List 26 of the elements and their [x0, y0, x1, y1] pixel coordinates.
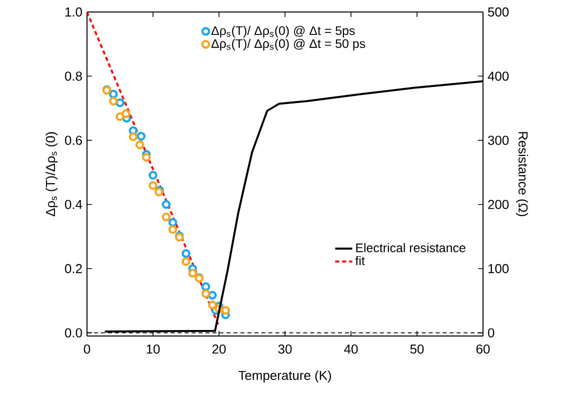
y-tick-label: 1.0: [65, 7, 82, 17]
y-tick-label: 0.2: [64, 264, 82, 274]
x-tick-label: 0: [84, 344, 90, 354]
legend-label: Δρ$_{s}$(T)/ Δρ$_{s}$(0) @ Δt = 50 ps: [211, 38, 366, 50]
legend-label: Electrical resistance: [356, 243, 466, 252]
y2-tick-label: 200: [488, 200, 509, 210]
legend-label: Δρ$_{s}$(T)/ Δρ$_{s}$(0) @ Δt = 5ps: [211, 26, 355, 38]
x-tick-label: 50: [410, 344, 424, 354]
y-tick-label: 0.6: [64, 136, 82, 145]
y2-axis-title: Resistance (Ω): [516, 132, 528, 216]
y2-tick-label: 400: [488, 72, 509, 81]
y-axis-title: Δρ$_{s}$ (T)/Δρ$_{s}$ (0): [46, 132, 58, 216]
x-tick-label: 10: [146, 344, 160, 354]
y-tick-label: 0.4: [64, 200, 82, 210]
x-tick-label: 60: [476, 344, 490, 354]
x-tick-label: 30: [278, 344, 292, 354]
y-tick-label: 0.8: [64, 72, 82, 81]
x-tick-label: 20: [212, 344, 226, 354]
legend-label: fit: [355, 256, 365, 266]
x-tick-label: 40: [344, 344, 358, 354]
y2-tick-label: 500: [488, 7, 509, 17]
x-axis-title: Temperature (K): [238, 370, 331, 383]
y-tick-label: 0.0: [64, 328, 82, 338]
y2-tick-label: 300: [488, 136, 509, 145]
y2-tick-label: 100: [488, 264, 509, 274]
y2-tick-label: 0: [488, 328, 494, 338]
